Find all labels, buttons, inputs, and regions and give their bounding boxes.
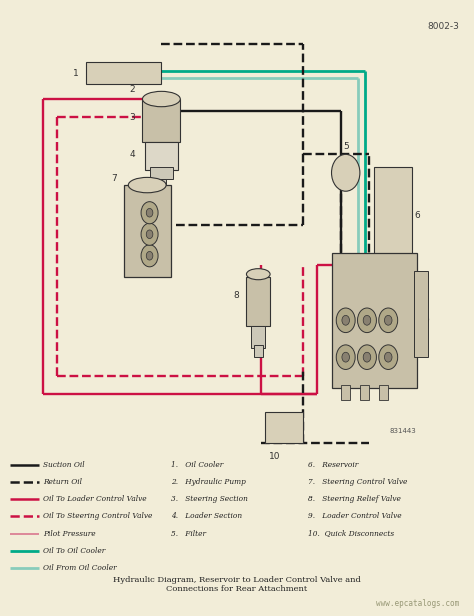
Text: Return Oil: Return Oil	[43, 478, 82, 486]
Bar	[150, 167, 173, 179]
Text: Oil To Steering Control Valve: Oil To Steering Control Valve	[43, 513, 153, 521]
Text: 831443: 831443	[390, 428, 417, 434]
Text: 1.   Oil Cooler: 1. Oil Cooler	[171, 461, 223, 469]
Bar	[143, 99, 180, 142]
Circle shape	[357, 308, 376, 333]
Ellipse shape	[246, 269, 270, 280]
Bar	[156, 179, 166, 188]
Text: 4.   Loader Section: 4. Loader Section	[171, 513, 242, 521]
Bar	[374, 167, 412, 259]
Ellipse shape	[143, 91, 180, 107]
Text: 9: 9	[424, 316, 429, 325]
Text: 6: 6	[414, 211, 420, 221]
Circle shape	[141, 201, 158, 224]
Circle shape	[331, 155, 360, 191]
Text: Oil To Loader Control Valve: Oil To Loader Control Valve	[43, 495, 147, 503]
Circle shape	[357, 345, 376, 370]
Circle shape	[146, 251, 153, 260]
Text: 8.   Steering Relief Valve: 8. Steering Relief Valve	[308, 495, 401, 503]
Text: 8: 8	[234, 291, 239, 300]
Bar	[124, 185, 171, 277]
Ellipse shape	[128, 177, 166, 193]
Text: 5: 5	[343, 142, 348, 152]
Text: 10.  Quick Disconnects: 10. Quick Disconnects	[308, 530, 394, 538]
Text: 7: 7	[111, 174, 117, 184]
Circle shape	[336, 345, 355, 370]
Text: 5.   Filter: 5. Filter	[171, 530, 206, 538]
Bar	[379, 385, 388, 400]
Text: Oil From Oil Cooler: Oil From Oil Cooler	[43, 564, 117, 572]
Text: 3: 3	[129, 113, 136, 122]
Text: 2: 2	[130, 85, 136, 94]
Text: 1: 1	[73, 69, 79, 78]
Circle shape	[384, 315, 392, 325]
Circle shape	[336, 308, 355, 333]
Text: 6.   Reservoir: 6. Reservoir	[308, 461, 358, 469]
Circle shape	[379, 345, 398, 370]
Circle shape	[379, 308, 398, 333]
Bar	[251, 326, 265, 348]
Bar	[414, 271, 428, 357]
Bar	[265, 413, 303, 444]
Circle shape	[146, 230, 153, 238]
Text: www.epcatalogs.com: www.epcatalogs.com	[376, 599, 459, 608]
Text: 4: 4	[130, 150, 136, 159]
Text: 8002-3: 8002-3	[427, 22, 459, 31]
Text: 10: 10	[269, 452, 281, 461]
Circle shape	[384, 352, 392, 362]
Text: Suction Oil: Suction Oil	[43, 461, 85, 469]
Text: Pilot Pressure: Pilot Pressure	[43, 530, 96, 538]
Text: Oil To Oil Cooler: Oil To Oil Cooler	[43, 547, 106, 555]
Bar	[341, 385, 350, 400]
Bar	[360, 385, 369, 400]
Text: 7.   Steering Control Valve: 7. Steering Control Valve	[308, 478, 407, 486]
Text: Hydraulic Diagram, Reservoir to Loader Control Valve and
Connections for Rear At: Hydraulic Diagram, Reservoir to Loader C…	[113, 576, 361, 593]
Circle shape	[342, 352, 349, 362]
Circle shape	[146, 208, 153, 217]
Text: 3.   Steering Section: 3. Steering Section	[171, 495, 248, 503]
Circle shape	[363, 315, 371, 325]
Circle shape	[363, 352, 371, 362]
Bar	[331, 253, 417, 388]
Circle shape	[141, 223, 158, 245]
Text: 2.   Hydraulic Pump: 2. Hydraulic Pump	[171, 478, 246, 486]
Bar	[254, 345, 263, 357]
Circle shape	[141, 245, 158, 267]
Bar	[246, 277, 270, 326]
Text: 9.   Loader Control Valve: 9. Loader Control Valve	[308, 513, 401, 521]
Bar	[145, 142, 178, 170]
Bar	[86, 62, 161, 84]
Circle shape	[342, 315, 349, 325]
